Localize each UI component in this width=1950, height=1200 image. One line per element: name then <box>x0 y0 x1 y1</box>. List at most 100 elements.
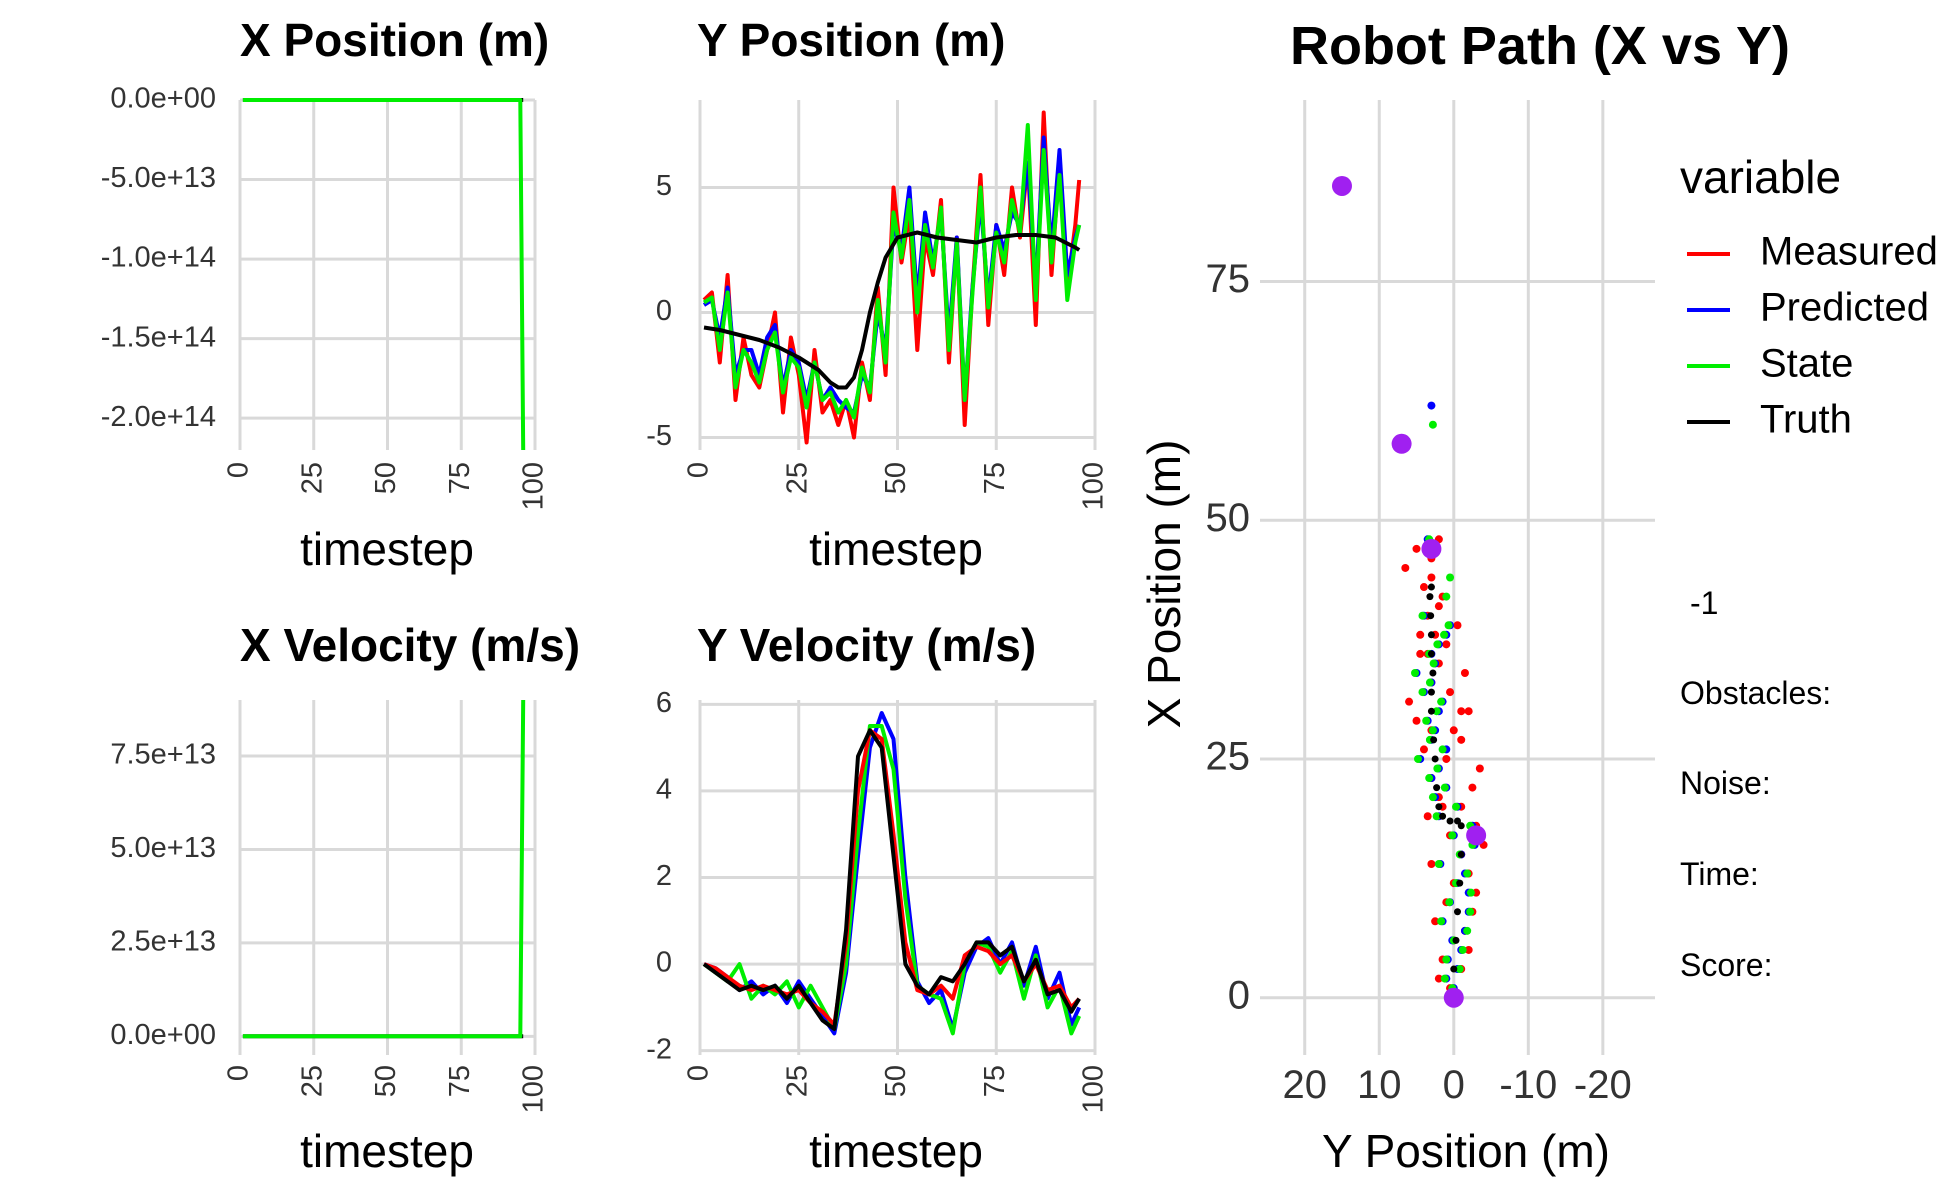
scatter-point-truth <box>1454 908 1461 916</box>
scatter-point-truth <box>1456 879 1464 887</box>
scatter-point-measured <box>1427 860 1436 868</box>
scatter-point-state <box>1428 793 1437 802</box>
y-tick-label: 50 <box>1206 496 1251 540</box>
annotation-time: Time: <box>1680 856 1759 892</box>
x-tick-label: 0 <box>223 1065 255 1081</box>
scatter-point-state <box>1440 630 1449 639</box>
scatter-point-state <box>1425 678 1434 687</box>
scatter-point-state <box>1437 697 1446 706</box>
scatter-point-state <box>1422 716 1431 725</box>
scatter-point-state <box>1442 592 1451 601</box>
y-tick-label: 6 <box>656 687 672 719</box>
obstacle-marker <box>1331 175 1352 196</box>
chart-title: X Velocity (m/s) <box>240 619 580 671</box>
scatter-point-state <box>1418 611 1427 620</box>
scatter-point-state <box>1455 965 1464 974</box>
y-tick-label: 5.0e+13 <box>110 832 216 864</box>
scatter-point-measured <box>1446 688 1455 697</box>
scatter-point-truth <box>1427 707 1435 715</box>
x-tick-label: 0 <box>683 462 715 478</box>
x-axis-label: timestep <box>300 523 474 575</box>
scatter-point-measured <box>1419 583 1428 592</box>
y-tick-label: 75 <box>1206 257 1251 301</box>
x-tick-label: 0 <box>683 1065 715 1081</box>
scatter-point-state <box>1444 621 1453 630</box>
series-line-truth <box>702 728 1081 1031</box>
y-tick-label: 4 <box>656 774 672 806</box>
annotation-noise: Noise: <box>1680 765 1771 801</box>
x-tick-label: 25 <box>296 462 328 494</box>
scatter-point-measured <box>1416 630 1425 639</box>
x-tick-label: 75 <box>444 462 476 494</box>
scatter-point-truth <box>1430 736 1438 744</box>
x-tick-label: 100 <box>518 1065 550 1113</box>
obstacle-marker <box>1421 538 1442 559</box>
scatter-point-measured <box>1434 602 1443 611</box>
obstacle-marker <box>1443 987 1464 1008</box>
scatter-point-state <box>1466 907 1475 916</box>
obstacle-marker <box>1391 433 1412 454</box>
x-tick-label: 50 <box>370 462 402 494</box>
scatter-point-measured <box>1464 707 1473 716</box>
scatter-point-measured <box>1457 707 1466 716</box>
scatter-point-state <box>1452 802 1461 811</box>
scatter-point-state <box>1445 898 1454 907</box>
y-tick-label: 0 <box>656 295 672 327</box>
chart-title: Robot Path (X vs Y) <box>1290 16 1790 76</box>
legend: variable Measured Predicted State Truth <box>1680 151 1938 442</box>
x-axis-label: timestep <box>809 1125 983 1177</box>
scatter-point-measured <box>1468 783 1477 792</box>
scatter-point-state <box>1448 831 1457 840</box>
x-tick-label: 100 <box>1078 1065 1110 1113</box>
annotation-value: -1 <box>1690 585 1718 621</box>
scatter-point-truth <box>1427 612 1435 620</box>
scatter-point-state <box>1411 669 1420 677</box>
scatter-point-state <box>1440 783 1449 792</box>
scatter-point-truth <box>1457 822 1465 830</box>
y-tick-label: 0 <box>1228 973 1250 1017</box>
scatter-point-truth <box>1429 669 1437 677</box>
x-tick-label: 100 <box>518 462 550 510</box>
scatter-point-state <box>1428 420 1437 429</box>
y-tick-label: -1.0e+14 <box>101 242 216 274</box>
scatter-point-measured <box>1453 621 1462 630</box>
scatter-point-truth <box>1426 593 1434 601</box>
obstacle-marker <box>1466 825 1487 846</box>
y-tick-label: 2.5e+13 <box>110 926 216 958</box>
scatter-point-state <box>1425 774 1434 783</box>
x-tick-label: 75 <box>444 1065 476 1097</box>
series-line-truth <box>703 230 1081 390</box>
scatter-point-state <box>1446 573 1455 582</box>
y-tick-label: -5 <box>646 420 672 452</box>
scatter-point-measured <box>1442 754 1451 763</box>
scatter-point-predicted <box>1427 401 1436 410</box>
scatter-point-measured <box>1442 640 1451 649</box>
scatter-point-state <box>1433 764 1442 773</box>
scatter-point-state <box>1437 917 1446 926</box>
scatter-point-state <box>1458 945 1467 954</box>
y-tick-label: 25 <box>1206 735 1251 779</box>
scatter-point-truth <box>1427 631 1435 639</box>
series-line-state <box>242 699 526 1039</box>
scatter-point-state <box>1432 812 1441 821</box>
y-tick-label: 0 <box>656 947 672 979</box>
scatter-point-state <box>1432 707 1441 716</box>
x-tick-label: 50 <box>880 1065 912 1097</box>
scatter-point-truth <box>1439 812 1447 820</box>
legend-label-state: State <box>1760 342 1853 386</box>
scatter-point-measured <box>1401 563 1410 572</box>
scatter-point-state <box>1440 974 1449 983</box>
scatter-point-state <box>1434 860 1443 868</box>
x-tick-label: 10 <box>1357 1063 1402 1107</box>
x-axis-label: Y Position (m) <box>1322 1125 1610 1177</box>
scatter-point-state <box>1429 659 1438 668</box>
scatter-point-truth <box>1427 650 1435 658</box>
scatter-point-state <box>1463 869 1472 878</box>
scatter-point-truth <box>1454 817 1461 825</box>
annotation-obstacles: Obstacles: <box>1680 675 1831 711</box>
scatter-point-state <box>1433 640 1442 649</box>
scatter-point-state <box>1442 955 1451 964</box>
x-tick-label: 20 <box>1282 1063 1327 1107</box>
